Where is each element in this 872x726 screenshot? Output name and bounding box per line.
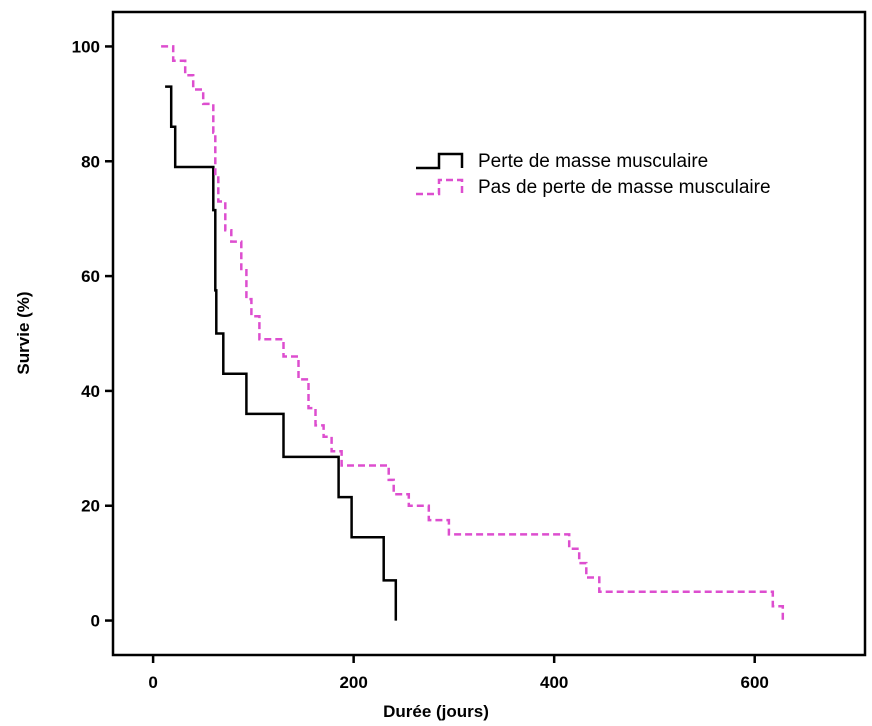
x-tick-label: 600 xyxy=(741,673,769,692)
y-tick-label: 20 xyxy=(81,497,100,516)
y-tick-label: 0 xyxy=(91,612,100,631)
y-tick-label: 100 xyxy=(72,37,100,56)
x-axis-ticks: 0 200 400 600 xyxy=(148,655,769,692)
series-line-1 xyxy=(165,85,398,621)
legend: Perte de masse musculaire Pas de perte de… xyxy=(416,151,771,198)
y-axis-ticks: 0 20 40 60 80 100 xyxy=(72,37,113,631)
x-tick-label: 0 xyxy=(148,673,157,692)
series-layer xyxy=(161,45,785,621)
y-tick-label: 60 xyxy=(81,267,100,286)
legend-label-1: Perte de masse musculaire xyxy=(478,151,708,172)
x-tick-label: 200 xyxy=(339,673,367,692)
x-tick-label: 400 xyxy=(540,673,568,692)
y-tick-label: 40 xyxy=(81,382,100,401)
legend-label-2: Pas de perte de masse musculaire xyxy=(478,177,771,198)
legend-swatch-1 xyxy=(416,152,464,170)
plot-frame xyxy=(111,10,867,657)
series-line-2 xyxy=(161,45,785,621)
y-axis-title: Survie (%) xyxy=(14,291,33,374)
y-tick-label: 80 xyxy=(81,152,100,171)
x-axis-title: Durée (jours) xyxy=(383,702,489,721)
legend-swatch-2 xyxy=(416,178,464,196)
